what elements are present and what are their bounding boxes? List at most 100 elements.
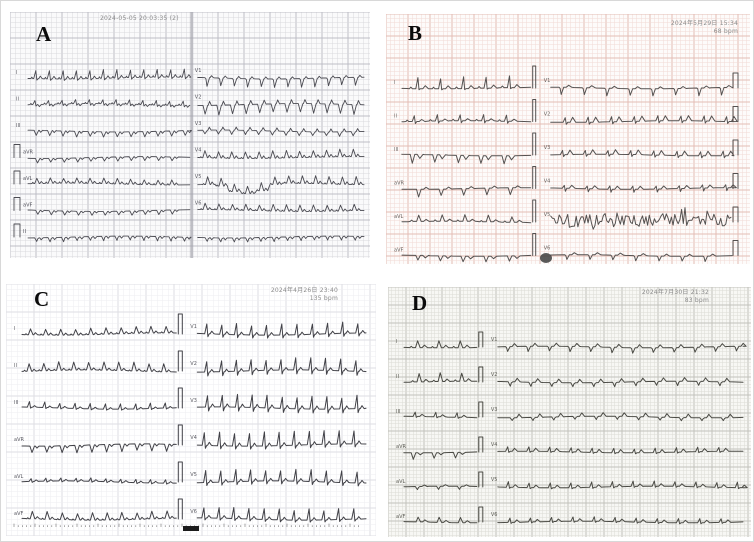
lead-label: aVL <box>14 474 23 480</box>
ecg-row: aVR V4 <box>14 424 367 454</box>
lead-label: II <box>396 374 399 380</box>
calibration-pulse <box>478 366 484 383</box>
calibration-pulse <box>532 233 537 256</box>
panel-b-timestamp: 2024年5月29日 15:34 <box>670 20 738 27</box>
lead-trace <box>497 516 744 525</box>
lead-trace <box>497 342 747 354</box>
panel-letter-c: C <box>34 287 50 311</box>
lead-trace <box>21 361 177 373</box>
lead-trace <box>197 148 365 159</box>
lead-trace <box>550 184 737 193</box>
ecg-paper <box>386 14 750 264</box>
lead-label: I <box>394 80 395 86</box>
scan-fold-line <box>189 12 194 258</box>
lead-trace <box>196 393 367 414</box>
calibration-pulse <box>732 173 739 189</box>
lead-trace <box>27 99 191 108</box>
ecg-row: III V3 <box>14 387 367 414</box>
lead-label: I <box>396 339 397 345</box>
ecg-canvas-d: I V1 II V2 III V3 aVR V4 aVL V5 aVF V6 <box>388 287 751 537</box>
lead-label: V1 <box>190 324 197 330</box>
lead-label: V5 <box>190 472 197 478</box>
lead-label: aVF <box>23 203 32 209</box>
lead-label: V3 <box>195 121 202 127</box>
lead-label: V1 <box>491 337 498 343</box>
lead-trace <box>401 153 532 165</box>
ink-mark <box>183 526 199 531</box>
ecg-row: II V2 <box>396 366 744 388</box>
lead-trace <box>403 484 478 491</box>
ecg-panel-b: I V1 II V2 III V3 aVR V4 aVL V5 aVF V6 B 2024年5月29日… <box>386 14 750 264</box>
lead-trace <box>27 68 192 81</box>
lead-trace <box>403 372 478 383</box>
paper-ruler <box>13 523 359 527</box>
ecg-canvas-a: I V1 II V2 III V3 aVR V4 aVL V5 aVF V6 II <box>10 12 370 258</box>
lead-label: I <box>16 70 17 76</box>
panel-letter-b: B <box>408 21 423 45</box>
calibration-pulse <box>732 72 739 89</box>
ecg-row: aVL V5 <box>394 199 739 230</box>
lead-label: V6 <box>491 512 498 518</box>
lead-label: V5 <box>491 477 498 483</box>
lead-label: aVL <box>394 214 403 220</box>
ecg-row: aVF V6 <box>14 498 367 523</box>
calibration-pulse <box>532 65 537 89</box>
lead-label: aVR <box>396 444 406 450</box>
lead-label: V1 <box>544 78 551 84</box>
calibration-pulse <box>532 99 537 122</box>
lead-trace <box>197 235 365 243</box>
calibration-pulse <box>478 331 484 348</box>
lead-trace <box>27 177 191 186</box>
panel-a-timestamp: 2024-05-05 20:03:35 (2) <box>100 15 179 22</box>
ecg-grid <box>386 14 750 264</box>
lead-label: V3 <box>190 398 197 404</box>
ecg-row: aVR V4 <box>394 166 739 198</box>
ecg-row: II V2 <box>394 99 739 125</box>
lead-label: aVR <box>14 437 24 443</box>
lead-label: II <box>14 363 17 369</box>
lead-label: V6 <box>190 509 197 515</box>
lead-label: III <box>396 409 400 415</box>
lead-label: aVR <box>23 150 33 156</box>
ecg-row: aVF V6 <box>394 233 739 263</box>
lead-trace <box>21 477 177 485</box>
lead-label: II <box>16 97 19 103</box>
ecg-row: I V1 <box>396 331 747 354</box>
lead-label: III <box>16 123 20 129</box>
lead-trace <box>196 507 367 523</box>
lead-label: V2 <box>491 372 498 378</box>
lead-label: II <box>23 229 26 235</box>
ecg-row: III V3 <box>394 132 739 165</box>
lead-label: II <box>394 114 397 120</box>
calibration-pulse <box>478 401 484 418</box>
lead-trace <box>21 325 177 336</box>
calibration-pulse <box>177 461 183 483</box>
calibration-pulse <box>13 197 21 211</box>
calibration-pulse <box>532 132 537 156</box>
lead-trace <box>27 129 192 138</box>
panel-c-timestamp: 2024年4月26日 23:40 <box>270 287 338 294</box>
lead-trace <box>197 175 365 194</box>
lead-label: III <box>394 147 398 153</box>
panel-c-heart-rate: 135 bpm <box>309 295 338 302</box>
lead-trace <box>403 340 478 349</box>
lead-trace <box>196 357 367 377</box>
ecg-row: I V1 <box>16 68 365 88</box>
ecg-row: aVF V6 <box>13 197 365 216</box>
ecg-row: III V3 <box>16 121 365 138</box>
ecg-row: II V2 <box>16 95 365 116</box>
ecg-row: aVL V5 <box>13 170 365 194</box>
lead-label: V6 <box>544 246 551 252</box>
lead-label: V1 <box>195 68 202 74</box>
lead-trace <box>197 126 365 137</box>
lead-trace <box>196 321 367 339</box>
ecg-row: aVR V4 <box>396 436 744 460</box>
lead-label: aVF <box>394 248 403 254</box>
panel-b-heart-rate: 68 bpm <box>713 28 738 35</box>
lead-trace <box>196 430 367 450</box>
lead-trace <box>497 377 744 388</box>
lead-trace <box>401 75 532 91</box>
calibration-pulse <box>177 350 183 372</box>
calibration-pulse <box>13 144 21 158</box>
